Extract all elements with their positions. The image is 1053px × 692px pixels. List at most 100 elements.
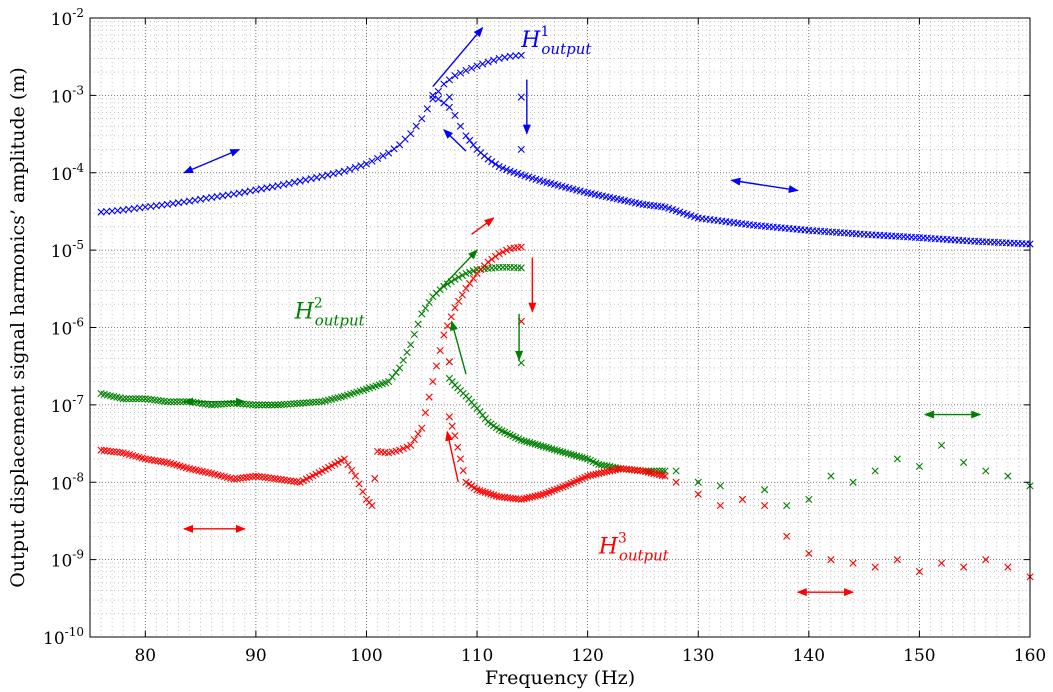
data-point (434, 95, 442, 103)
data-point (650, 469, 658, 478)
data-point (368, 501, 376, 510)
data-point (445, 76, 454, 84)
data-point (418, 115, 426, 123)
data-point (440, 80, 448, 88)
data-point (517, 359, 525, 367)
data-point (445, 103, 454, 111)
minor-grid (89, 18, 1030, 637)
data-point (849, 559, 857, 567)
data-point (335, 168, 343, 176)
series-h3 (97, 243, 1034, 581)
data-point (263, 184, 271, 192)
data-point (539, 490, 548, 498)
data-point (915, 568, 924, 576)
data-point (805, 549, 813, 558)
data-point (271, 401, 279, 409)
data-point (495, 263, 503, 271)
data-point (235, 189, 243, 197)
data-point (534, 491, 542, 500)
data-point (277, 401, 285, 409)
data-point (384, 377, 393, 386)
data-point (313, 173, 321, 182)
data-point (318, 172, 326, 180)
y-tick-label: 10-3 (51, 83, 84, 107)
data-point (418, 310, 426, 318)
data-point (473, 62, 481, 70)
sweep-arrow (432, 249, 478, 298)
data-point (499, 248, 507, 256)
data-point (379, 152, 387, 160)
data-point (191, 196, 199, 204)
data-point (119, 395, 127, 403)
data-series (97, 51, 1034, 581)
data-point (280, 400, 288, 408)
y-tick-label: 10-4 (51, 161, 85, 185)
data-point (611, 466, 619, 474)
data-point (871, 563, 879, 571)
x-tick-label: 130 (682, 646, 714, 666)
data-point (608, 466, 617, 475)
data-point (506, 167, 514, 175)
data-point (495, 250, 503, 258)
x-tick-label: 140 (793, 646, 825, 666)
series-label-h2: H2 output (294, 296, 366, 330)
data-point (185, 197, 194, 205)
data-point (445, 93, 454, 101)
series-h2 (97, 263, 1034, 510)
data-point (274, 182, 282, 190)
axis-ticks: 80 90 100 110 120 130 140 150 160 10-10 10-9 10-8 10… (43, 6, 1046, 666)
x-tick-label: 100 (350, 646, 382, 666)
data-point (462, 66, 470, 75)
data-point (396, 141, 404, 149)
data-point (893, 455, 901, 463)
data-point (373, 154, 382, 163)
data-point (421, 304, 430, 312)
data-point (371, 474, 379, 483)
data-point (982, 556, 990, 564)
data-point (448, 422, 456, 430)
data-point (351, 472, 360, 480)
y-tick-label: 10-10 (43, 625, 84, 649)
y-tick-label: 10-5 (51, 238, 84, 262)
data-point (469, 274, 477, 283)
data-point (307, 175, 315, 183)
data-point (407, 341, 415, 349)
data-point (451, 432, 459, 440)
data-point (274, 401, 282, 409)
data-point (523, 494, 531, 502)
data-point (658, 471, 666, 480)
data-point (469, 141, 477, 149)
data-point (302, 176, 310, 184)
data-point (407, 130, 415, 138)
data-point (520, 495, 528, 503)
data-point (425, 298, 433, 307)
data-point (614, 465, 622, 473)
data-point (410, 330, 418, 338)
x-tick-label: 90 (245, 646, 267, 666)
data-point (871, 467, 879, 475)
data-point (129, 395, 137, 403)
data-point (445, 358, 454, 366)
x-tick-label: 120 (571, 646, 603, 666)
data-point (495, 54, 503, 63)
data-point (357, 162, 365, 170)
data-point (502, 246, 511, 254)
data-point (617, 465, 625, 473)
x-tick-label: 160 (1014, 646, 1046, 666)
data-point (287, 400, 295, 408)
data-point (135, 395, 143, 403)
data-point (344, 461, 352, 469)
data-point (230, 190, 238, 198)
data-point (466, 279, 474, 288)
data-point (299, 399, 307, 407)
data-point (456, 455, 465, 463)
data-point (425, 393, 433, 401)
major-grid (90, 17, 1031, 638)
data-point (443, 280, 452, 288)
data-point (586, 471, 595, 480)
y-tick-label: 10-8 (51, 470, 84, 494)
data-point (407, 441, 415, 449)
data-point (368, 157, 376, 165)
data-point (392, 368, 400, 377)
data-point (694, 490, 702, 498)
